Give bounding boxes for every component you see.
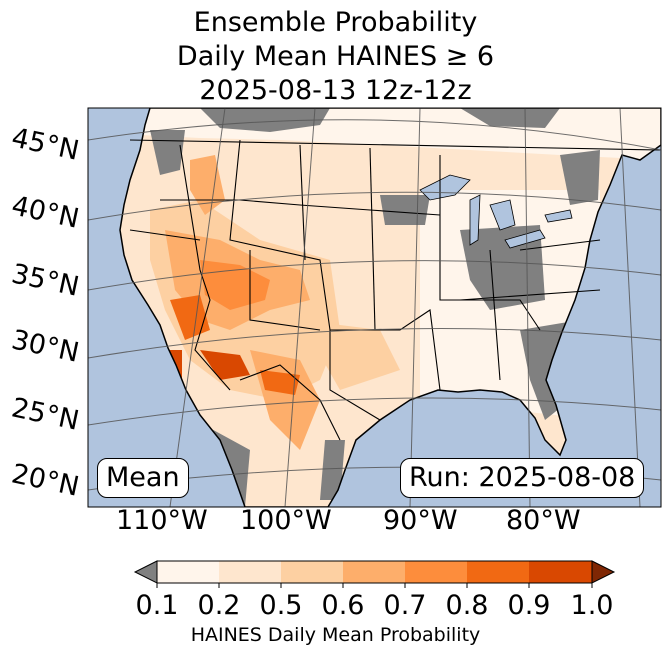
colorbar-bin-7 [529, 561, 592, 583]
high-probability-southwest [200, 260, 270, 310]
colorbar-tick-label: 0.2 [197, 590, 241, 621]
lon-label-100: 100°W [240, 505, 332, 536]
colorbar-bin-6 [467, 561, 529, 583]
missing-data-great-lakes [460, 108, 560, 128]
lake-michigan [469, 194, 481, 246]
colorbar-bin-2 [219, 561, 281, 583]
colorbar-tick-label: 0.5 [259, 590, 303, 621]
very-high-probability-west-texas [260, 370, 300, 395]
missing-data-ohio-valley [460, 225, 545, 310]
missing-data-northeast [560, 150, 600, 205]
very-high-probability-arizona [200, 350, 250, 380]
colorbar-bin-5 [405, 561, 467, 583]
lake-erie [504, 229, 546, 249]
colorbar-tick-label: 0.7 [383, 590, 427, 621]
lake-superior [419, 174, 471, 201]
colorbar-tick-label: 0.6 [321, 590, 365, 621]
colorbar-caption: HAINES Daily Mean Probability [190, 624, 481, 646]
lake-huron [489, 199, 516, 231]
statistic-label: Mean [97, 458, 189, 498]
colorbar-tick-label: 0.9 [507, 590, 551, 621]
colorbar-tick-label: 1.0 [570, 590, 614, 621]
colorbar-over-arrow [591, 560, 616, 584]
state-borders [129, 139, 661, 441]
title-line-3: 2025-08-13 12z-12z [199, 75, 472, 106]
missing-data-midwest [380, 195, 430, 225]
lon-label-110: 110°W [116, 505, 208, 536]
title-line-2: Daily Mean HAINES ≥ 6 [176, 41, 495, 72]
very-high-probability-desert [170, 295, 210, 340]
colorbar-tick-label: 0.1 [135, 590, 179, 621]
colorbar-bin-4 [343, 561, 405, 583]
moderate-probability-texas [300, 320, 400, 390]
colorbar-bin-3 [281, 561, 343, 583]
colorbar [133, 560, 616, 588]
missing-data-mexico-east [320, 440, 345, 500]
run-date-label: Run: 2025-08-08 [400, 458, 645, 498]
colorbar-bin-1 [157, 561, 219, 583]
title-line-1: Ensemble Probability [193, 7, 478, 38]
map-frame [87, 107, 662, 508]
colorbar-frame [156, 560, 593, 584]
lake-ontario [544, 209, 573, 223]
lon-label-90: 90°W [383, 505, 458, 536]
colorbar-tick-label: 0.8 [445, 590, 489, 621]
coastline [119, 108, 661, 507]
missing-data-north [200, 108, 330, 132]
colorbar-under-arrow [133, 560, 158, 584]
lon-label-80: 80°W [506, 505, 581, 536]
